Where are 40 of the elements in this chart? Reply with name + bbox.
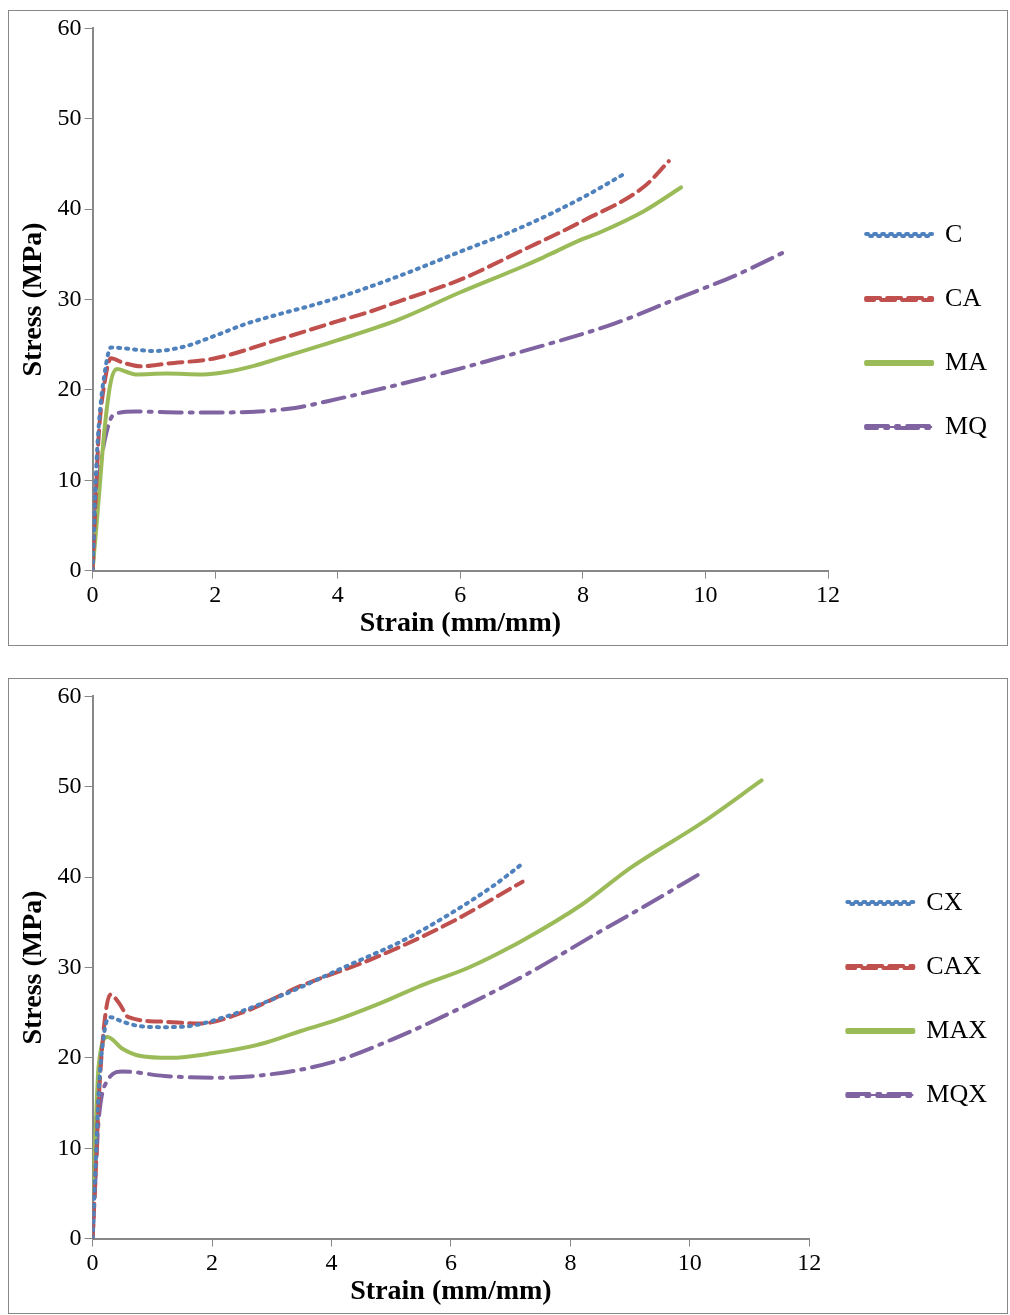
legend-label: CAX <box>926 950 982 980</box>
legend-label: MAX <box>926 1014 988 1044</box>
x-tick-label: 4 <box>325 1249 338 1276</box>
y-tick-label: 0 <box>69 1223 82 1250</box>
legend-label: CA <box>945 282 982 312</box>
x-tick-label: 6 <box>444 1249 457 1276</box>
y-tick-label: 10 <box>57 465 82 492</box>
y-tick-label: 10 <box>57 1133 82 1160</box>
x-tick-label: 10 <box>677 1249 702 1276</box>
x-axis-title: Strain (mm/mm) <box>350 1274 552 1306</box>
x-tick-label: 8 <box>564 1249 577 1276</box>
x-tick-label: 12 <box>816 581 841 608</box>
x-tick-label: 10 <box>693 581 718 608</box>
legend-label: C <box>945 218 963 248</box>
legend-label: MQ <box>945 410 988 440</box>
x-tick-label: 2 <box>206 1249 219 1276</box>
y-tick-label: 20 <box>57 1043 82 1070</box>
x-tick-label: 2 <box>209 581 222 608</box>
y-tick-label: 60 <box>57 13 82 40</box>
x-tick-label: 6 <box>454 581 467 608</box>
y-tick-label: 40 <box>57 194 82 221</box>
x-tick-label: 12 <box>797 1249 822 1276</box>
y-tick-label: 60 <box>57 681 82 708</box>
x-axis-title: Strain (mm/mm) <box>359 606 562 638</box>
x-tick-label: 4 <box>331 581 344 608</box>
legend-label: MQX <box>926 1078 988 1108</box>
y-tick-label: 30 <box>57 952 82 979</box>
legend-label: MA <box>945 346 988 376</box>
y-axis-title: Stress (MPa) <box>16 222 48 377</box>
x-tick-label: 0 <box>86 1249 99 1276</box>
y-axis-title: Stress (MPa) <box>16 890 48 1045</box>
y-tick-label: 50 <box>57 104 82 131</box>
x-tick-label: 0 <box>86 581 99 608</box>
y-tick-label: 0 <box>69 555 82 582</box>
y-tick-label: 50 <box>57 772 82 799</box>
y-tick-label: 30 <box>57 284 82 311</box>
x-tick-label: 8 <box>576 581 589 608</box>
y-tick-label: 40 <box>57 862 82 889</box>
legend-label: CX <box>926 886 963 916</box>
y-tick-label: 20 <box>57 375 82 402</box>
